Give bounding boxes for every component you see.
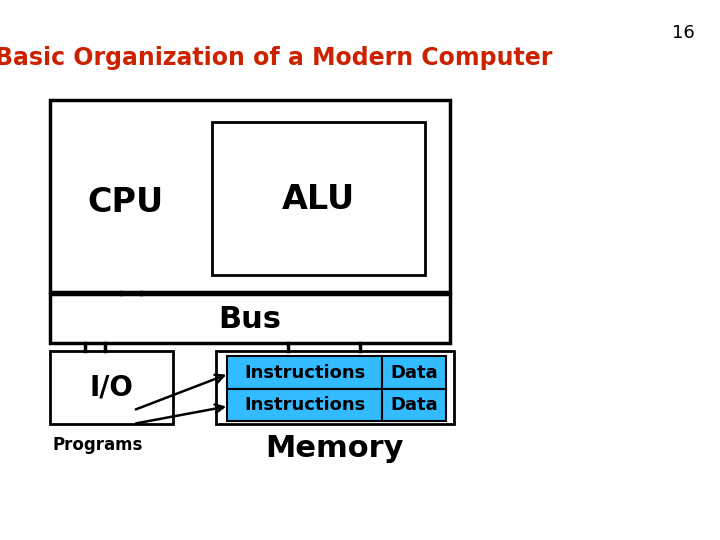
Text: Programs: Programs bbox=[52, 436, 143, 455]
Bar bbox=[50, 294, 450, 343]
Bar bbox=[50, 100, 450, 292]
Text: CPU: CPU bbox=[88, 186, 164, 219]
Text: Data: Data bbox=[390, 396, 438, 414]
Bar bbox=[212, 122, 425, 275]
Bar bbox=[382, 356, 446, 389]
Text: Instructions: Instructions bbox=[244, 363, 365, 382]
Text: Basic Organization of a Modern Computer: Basic Organization of a Modern Computer bbox=[0, 46, 552, 70]
Text: Instructions: Instructions bbox=[244, 396, 365, 414]
Text: Bus: Bus bbox=[218, 305, 282, 334]
Bar bbox=[382, 389, 446, 421]
Text: 16: 16 bbox=[672, 24, 695, 42]
Text: ALU: ALU bbox=[282, 183, 355, 217]
Bar bbox=[50, 351, 173, 424]
Text: I/O: I/O bbox=[90, 374, 133, 402]
Bar bbox=[216, 351, 454, 424]
Bar bbox=[227, 389, 382, 421]
Text: Memory: Memory bbox=[266, 434, 404, 463]
Text: Data: Data bbox=[390, 363, 438, 382]
Bar bbox=[227, 356, 382, 389]
